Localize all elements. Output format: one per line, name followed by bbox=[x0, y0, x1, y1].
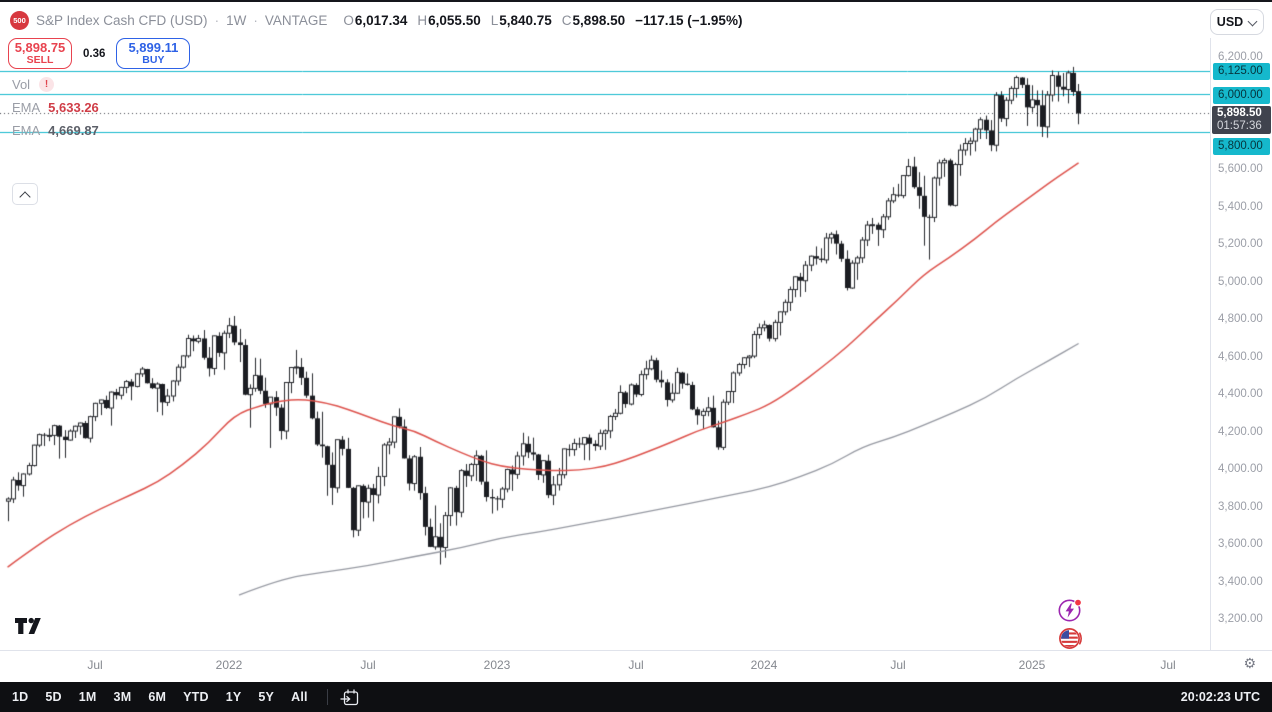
time-axis[interactable]: ⚙ Jul 2022 Jul 2023 Jul 2024 Jul 2025 Jul bbox=[0, 650, 1272, 680]
calendar-goto-icon bbox=[340, 689, 358, 705]
high-label: H bbox=[417, 12, 428, 28]
range-button-5y[interactable]: 5Y bbox=[258, 690, 275, 704]
price-tick-label: 5,600.00 bbox=[1218, 163, 1263, 175]
trade-panel: 5,898.75 SELL 0.36 5,899.11 BUY bbox=[8, 38, 191, 69]
buy-label: BUY bbox=[142, 53, 165, 66]
sp500-badge-icon: 500 bbox=[10, 10, 29, 30]
price-tick-label: 3,200.00 bbox=[1218, 613, 1263, 625]
price-tick-label: 5,400.00 bbox=[1218, 201, 1263, 213]
us-flag-event-icon[interactable] bbox=[1057, 625, 1084, 652]
range-button-1y[interactable]: 1Y bbox=[225, 690, 242, 704]
price-tick-label: 6,200.00 bbox=[1218, 51, 1263, 63]
broker-label: VANTAGE bbox=[264, 12, 328, 28]
chart-pane[interactable]: 5,898.75 SELL 0.36 5,899.11 BUY Vol ! EM… bbox=[0, 38, 1210, 650]
alert-level-label[interactable]: 6,125.00 bbox=[1213, 62, 1270, 80]
ema-slow-label: EMA bbox=[12, 122, 41, 138]
legend-row-ema-fast[interactable]: EMA 5,633.26 bbox=[12, 99, 99, 115]
price-chart-canvas[interactable] bbox=[0, 38, 1210, 650]
symbol-title-row[interactable]: S&P Index Cash CFD (USD) · 1W · VANTAGE bbox=[36, 13, 327, 28]
price-axis[interactable]: 6,200.00 5,600.00 5,400.00 5,200.00 5,000.00… bbox=[1210, 38, 1272, 650]
range-button-ytd[interactable]: YTD bbox=[183, 690, 209, 704]
time-tick-label: 2025 bbox=[1018, 658, 1046, 672]
sell-price: 5,898.75 bbox=[14, 40, 66, 56]
time-tick-label: Jul bbox=[628, 658, 644, 672]
time-tick-label: Jul bbox=[87, 658, 103, 672]
volume-label: Vol bbox=[12, 76, 31, 92]
close-value: 5,898.50 bbox=[572, 12, 626, 28]
time-tick-label: 2024 bbox=[750, 658, 778, 672]
ohlc-readout: O 6,017.34 H 6,055.50 L 5,840.75 C 5,898… bbox=[343, 13, 742, 28]
close-label: C bbox=[561, 12, 572, 28]
toolbar-separator bbox=[326, 689, 328, 705]
gear-icon[interactable]: ⚙ bbox=[1243, 656, 1256, 672]
open-label: O bbox=[343, 12, 354, 28]
price-tick-label: 4,600.00 bbox=[1218, 351, 1263, 363]
goto-date-button[interactable] bbox=[340, 688, 359, 707]
change-value: −117.15 (−1.95%) bbox=[635, 12, 743, 28]
current-price-value: 5,898.50 bbox=[1217, 107, 1262, 119]
spread-value: 0.36 bbox=[83, 47, 106, 60]
legend-row-ema-slow[interactable]: EMA 4,669.87 bbox=[12, 122, 99, 138]
utc-clock: 20:02:23 UTC bbox=[1180, 690, 1260, 704]
price-tick-label: 4,200.00 bbox=[1218, 426, 1263, 438]
bottom-toolbar: 1D 5D 1M 3M 6M YTD 1Y 5Y All 20:02:23 UT… bbox=[0, 682, 1272, 712]
range-button-1d[interactable]: 1D bbox=[12, 690, 29, 704]
time-tick-label: 2023 bbox=[483, 658, 511, 672]
open-value: 6,017.34 bbox=[354, 12, 408, 28]
ema-fast-label: EMA bbox=[12, 99, 41, 115]
separator-dot: · bbox=[253, 12, 258, 28]
alert-level-label[interactable]: 5,800.00 bbox=[1213, 137, 1270, 155]
buy-button[interactable]: 5,899.11 BUY bbox=[116, 38, 191, 69]
collapse-legend-button[interactable] bbox=[12, 183, 38, 205]
separator-dot: · bbox=[214, 12, 220, 28]
time-tick-label: 2022 bbox=[215, 658, 243, 672]
price-tick-label: 5,000.00 bbox=[1218, 276, 1263, 288]
low-value: 5,840.75 bbox=[499, 12, 552, 28]
bar-countdown: 01:57:36 bbox=[1217, 120, 1262, 132]
current-price-label: 5,898.50 01:57:36 bbox=[1212, 106, 1271, 134]
lightning-alert-icon[interactable] bbox=[1057, 597, 1084, 624]
sell-button[interactable]: 5,898.75 SELL bbox=[8, 38, 72, 69]
chart-event-icons bbox=[1057, 597, 1085, 653]
time-tick-label: Jul bbox=[890, 658, 906, 672]
range-button-5d[interactable]: 5D bbox=[45, 690, 62, 704]
price-tick-label: 3,400.00 bbox=[1218, 576, 1263, 588]
symbol-header: 500 S&P Index Cash CFD (USD) · 1W · VANT… bbox=[0, 0, 1272, 38]
price-tick-label: 5,200.00 bbox=[1218, 238, 1263, 250]
chevron-down-icon bbox=[1249, 16, 1257, 24]
price-tick-label: 3,800.00 bbox=[1218, 501, 1263, 513]
ema-fast-value: 5,633.26 bbox=[48, 99, 99, 115]
price-tick-label: 4,800.00 bbox=[1218, 313, 1263, 325]
currency-value: USD bbox=[1216, 15, 1244, 29]
ema-slow-value: 4,669.87 bbox=[48, 122, 99, 138]
time-tick-label: Jul bbox=[1160, 658, 1176, 672]
legend-row-volume[interactable]: Vol ! bbox=[12, 76, 99, 92]
low-label: L bbox=[490, 12, 499, 28]
interval-label[interactable]: 1W bbox=[226, 12, 247, 28]
alert-level-label[interactable]: 6,000.00 bbox=[1213, 86, 1270, 104]
symbol-name[interactable]: S&P Index Cash CFD (USD) bbox=[36, 12, 208, 28]
high-value: 6,055.50 bbox=[428, 12, 481, 28]
currency-selector[interactable]: USD bbox=[1210, 9, 1264, 35]
indicator-legend: Vol ! EMA 5,633.26 EMA 4,669.87 bbox=[12, 76, 99, 205]
range-button-6m[interactable]: 6M bbox=[148, 690, 167, 704]
sell-label: SELL bbox=[26, 53, 54, 66]
price-tick-label: 4,400.00 bbox=[1218, 388, 1263, 400]
buy-price: 5,899.11 bbox=[128, 40, 179, 56]
warning-icon[interactable]: ! bbox=[39, 76, 55, 92]
range-button-all[interactable]: All bbox=[291, 690, 308, 704]
range-button-3m[interactable]: 3M bbox=[113, 690, 132, 704]
range-button-1m[interactable]: 1M bbox=[78, 690, 97, 704]
tradingview-logo[interactable] bbox=[14, 616, 41, 635]
chevron-up-icon bbox=[19, 191, 31, 203]
time-tick-label: Jul bbox=[360, 658, 376, 672]
price-tick-label: 4,000.00 bbox=[1218, 463, 1263, 475]
price-tick-label: 3,600.00 bbox=[1218, 538, 1263, 550]
